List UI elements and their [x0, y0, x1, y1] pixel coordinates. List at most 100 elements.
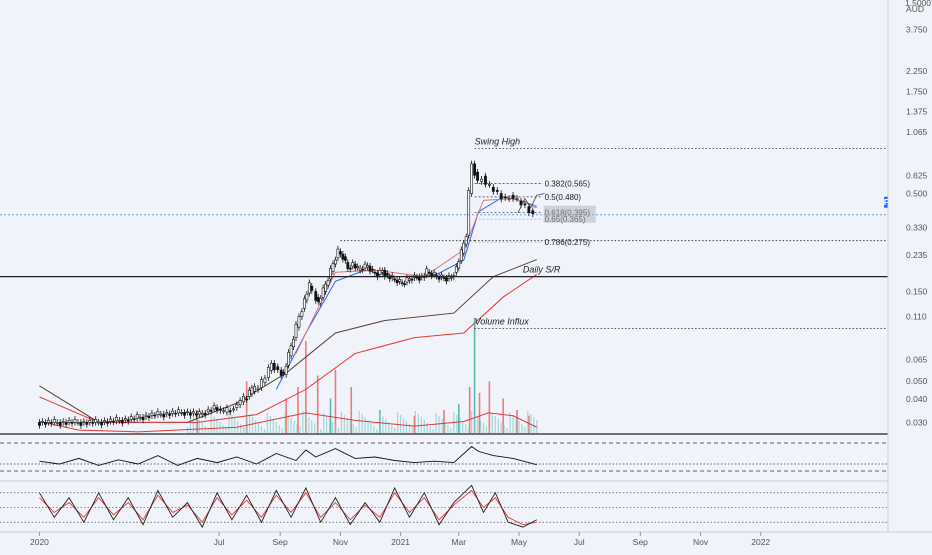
volume-bar: [320, 429, 322, 433]
candle-body: [326, 280, 330, 286]
volume-bar: [485, 426, 488, 433]
candle-body: [67, 420, 71, 423]
candle-body: [100, 421, 104, 426]
volume-bar: [468, 387, 471, 433]
volume-bar: [231, 415, 233, 433]
volume-bar: [352, 424, 354, 433]
level-annotation: Daily S/R: [523, 265, 561, 275]
volume-bar: [243, 427, 245, 433]
volume-bar: [328, 419, 331, 433]
candle-body: [395, 279, 399, 284]
volume-bar: [349, 421, 351, 433]
time-tick-label: 2020: [30, 537, 49, 547]
volume-bar: [524, 427, 526, 433]
time-tick-label: Jul: [214, 537, 225, 547]
candle-body: [269, 363, 273, 371]
fib-level-label: 0.5(0.480): [545, 193, 582, 202]
candle-body: [415, 276, 419, 279]
grid: [0, 433, 888, 482]
candle-body: [531, 210, 535, 215]
volume-bar: [391, 425, 393, 433]
candle-body: [331, 263, 335, 272]
candle-body: [215, 407, 219, 411]
candle-body: [449, 276, 453, 279]
fib-zone-highlight: [543, 205, 596, 223]
price-tick-label: 0.040: [906, 394, 928, 404]
candle-body: [159, 413, 163, 416]
price-tick-label: 0.150: [906, 286, 928, 296]
volume-bar: [443, 410, 445, 433]
candle-body: [363, 263, 367, 269]
candle-body: [314, 291, 318, 301]
volume-bar: [471, 411, 473, 433]
candle-body: [194, 413, 198, 416]
volume-bar: [476, 417, 479, 433]
volume-bar: [245, 381, 248, 433]
volume-bar: [331, 422, 334, 433]
candle-body: [141, 416, 145, 421]
candle-body: [459, 249, 463, 261]
volume-bar: [281, 428, 283, 433]
volume-bar: [518, 421, 520, 433]
moving-average-line: [39, 273, 538, 423]
volume-bar: [314, 423, 316, 433]
volume-bar: [323, 413, 325, 433]
volume-bar: [473, 414, 476, 433]
candle-body: [171, 410, 175, 414]
candle-body: [126, 419, 130, 422]
volume-bar: [512, 415, 514, 433]
candle-body: [519, 200, 523, 206]
candle-body: [177, 409, 180, 414]
candle-body: [135, 414, 139, 419]
candle-body: [334, 259, 337, 265]
time-tick-label: 2022: [751, 537, 770, 547]
price-tick-label: 0.030: [906, 417, 928, 427]
candle-body: [405, 277, 409, 283]
candle-body: [297, 316, 301, 328]
volume-bar: [196, 410, 199, 433]
candle-body: [73, 419, 77, 423]
candle-body: [353, 263, 357, 269]
candle-body: [91, 422, 95, 424]
volume-bar: [382, 416, 384, 433]
stoch-k-line: [39, 484, 537, 529]
fib-level-label: 0.382(0.565): [545, 180, 591, 189]
candle-body: [371, 268, 374, 271]
volume-bar: [500, 422, 502, 433]
candle-body: [120, 419, 124, 424]
candle-body: [319, 298, 323, 304]
volume-bar: [216, 419, 218, 433]
candle-body: [442, 277, 446, 279]
candle-body: [250, 387, 254, 395]
volume-bar: [367, 420, 369, 433]
candle-body: [321, 287, 325, 298]
candle-body: [410, 278, 414, 281]
volume-bar: [376, 429, 378, 433]
volume-bar: [249, 414, 251, 433]
volume-bar: [521, 424, 523, 433]
candle-body: [245, 398, 249, 401]
price-axis-unit: AUD: [906, 4, 924, 14]
candle-body: [467, 190, 471, 236]
volume-bar: [340, 412, 342, 433]
volume-bar: [516, 410, 518, 433]
volume-bar: [426, 423, 428, 433]
candle-body: [276, 366, 280, 370]
volume-bar: [225, 428, 227, 433]
candle-body: [129, 416, 133, 420]
candle-body: [117, 419, 121, 422]
candle-body: [212, 405, 216, 410]
volume-bar: [299, 427, 301, 433]
candle-body: [307, 282, 311, 294]
price-tick-label: 0.050: [906, 376, 928, 386]
volume-bar: [413, 415, 416, 433]
candle-body: [445, 277, 448, 282]
volume-bar: [278, 425, 280, 433]
candle-body: [165, 412, 169, 415]
volume-bar: [329, 398, 332, 433]
candle-body: [287, 352, 291, 366]
volume-bar: [479, 420, 482, 433]
candle-body: [247, 389, 251, 397]
